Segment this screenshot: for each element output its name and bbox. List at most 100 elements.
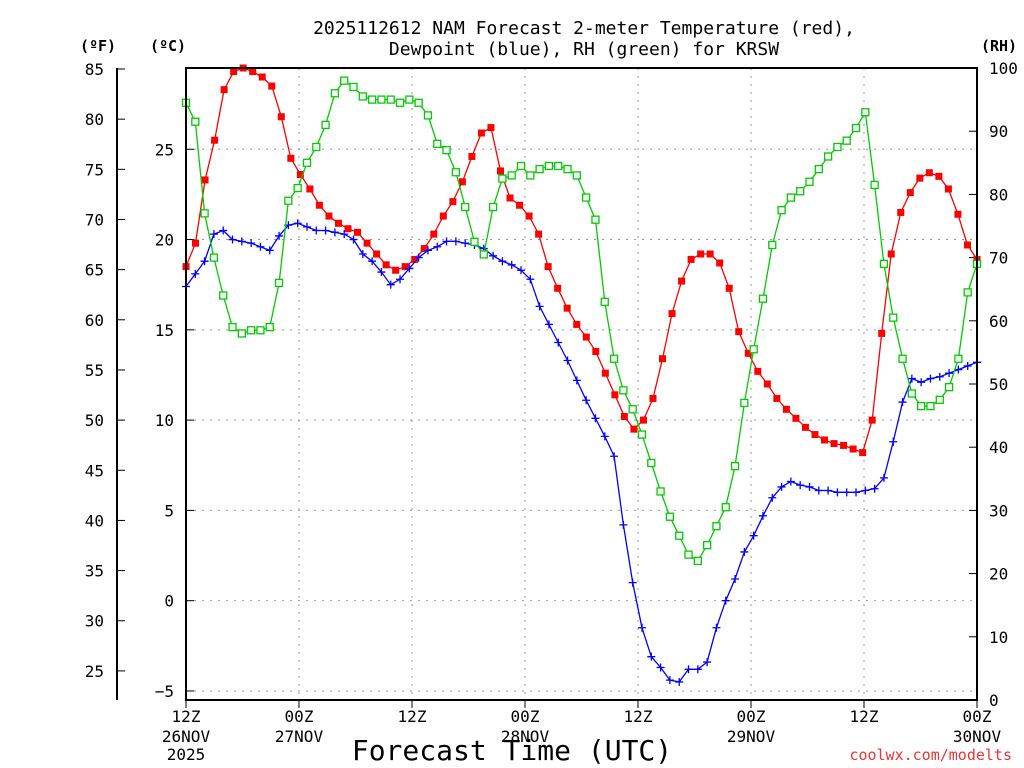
rh-point: [786, 193, 796, 202]
dewpoint-point: [665, 676, 674, 685]
rh-point: [917, 401, 926, 411]
rh-point: [274, 278, 284, 288]
rh-point: [461, 202, 470, 212]
temperature-point: [735, 328, 743, 336]
dewpoint-point: [451, 237, 460, 246]
dewpoint-point: [879, 473, 888, 482]
dewpoint-point: [610, 452, 619, 461]
temperature-point: [420, 245, 428, 253]
plot-frame: [185, 67, 978, 701]
temperature-point: [630, 425, 638, 433]
dewpoint-point: [833, 488, 842, 497]
rh-point: [591, 215, 600, 224]
temperature-point: [830, 440, 838, 448]
dewpoint-point: [852, 488, 861, 497]
temperature-point: [201, 176, 209, 184]
dewpoint-point: [898, 398, 907, 407]
celsius-axis: −5 0 5 10 15 20 25: [155, 140, 194, 701]
temperature-series: [182, 64, 981, 457]
rh-tick-label: 30: [989, 501, 1008, 520]
dewpoint-point: [628, 578, 637, 587]
temperature-point: [296, 171, 304, 179]
celsius-tick-label: 10: [155, 411, 174, 430]
rh-point: [470, 237, 479, 246]
rh-point: [851, 123, 861, 133]
rh-point: [954, 354, 963, 363]
rh-line: [185, 79, 978, 562]
temperature-point: [573, 320, 581, 328]
temperature-point: [963, 241, 971, 249]
rh-point: [284, 196, 293, 205]
dewpoint-point: [507, 260, 516, 269]
rh-point: [730, 462, 740, 471]
fahrenheit-tick-label: 40: [85, 511, 104, 530]
rh-tick-label: 0: [989, 691, 999, 710]
dewpoint-point: [805, 482, 814, 491]
temperature-point: [801, 423, 809, 431]
dewpoint-point: [433, 242, 442, 251]
chart-title-line2: Dewpoint (blue), RH (green) for KRSW: [389, 39, 779, 60]
rh-point: [479, 250, 488, 259]
rh-point: [600, 297, 609, 306]
date-tick-label: 29NOV: [727, 727, 776, 746]
dewpoint-point: [517, 266, 526, 275]
dewpoint-point: [870, 484, 879, 493]
rh-point: [237, 329, 246, 338]
rh-point: [647, 458, 656, 468]
dewpoint-point: [377, 268, 386, 277]
time-tick-label: 00Z: [285, 707, 314, 726]
rh-tick-label: 10: [989, 628, 1008, 647]
rh-point: [377, 95, 386, 104]
temperature-point: [840, 441, 848, 449]
dewpoint-point: [796, 481, 805, 490]
dewpoint-point: [563, 356, 572, 365]
dewpoint-point: [330, 228, 339, 237]
rh-point: [721, 503, 730, 512]
temperature-point: [439, 212, 447, 220]
fahrenheit-tick-label: 25: [85, 662, 104, 681]
x-axis-title: Forecast Time (UTC): [352, 734, 672, 767]
time-tick-label: 00Z: [737, 707, 766, 726]
date-tick-label: 30NOV: [953, 727, 1002, 746]
rh-point: [544, 161, 554, 171]
dewpoint-point: [302, 222, 311, 231]
temperature-point: [373, 250, 381, 258]
temperature-point: [544, 263, 552, 271]
rh-point: [572, 171, 581, 180]
rh-tick-label: 90: [989, 122, 1008, 141]
dewpoint-point: [861, 486, 870, 495]
time-tick-label: 00Z: [511, 707, 540, 726]
temperature-point: [496, 167, 504, 175]
dewpoint-point: [637, 623, 646, 632]
fahrenheit-unit-label: (ºF): [80, 37, 116, 55]
rh-point: [758, 294, 768, 303]
celsius-tick-label: −5: [155, 682, 174, 701]
temperature-point: [944, 185, 952, 193]
temperature-point: [639, 416, 647, 424]
rh-point: [395, 98, 405, 107]
time-tick-label: 12Z: [850, 707, 879, 726]
dewpoint-point: [461, 239, 470, 248]
temperature-point: [392, 266, 400, 274]
year-tick-label: 2025: [167, 745, 206, 764]
rh-point: [554, 161, 563, 171]
rh-point: [805, 177, 814, 186]
fahrenheit-tick-label: 85: [85, 60, 104, 79]
temperature-point: [725, 284, 733, 292]
fahrenheit-tick-label: 80: [85, 110, 104, 129]
temperature-point: [868, 416, 876, 424]
dewpoint-point: [191, 269, 200, 278]
temperature-point: [697, 250, 705, 258]
temperature-point: [382, 261, 390, 269]
rh-point: [330, 89, 340, 98]
dewpoint-point: [647, 652, 656, 661]
rh-point: [498, 174, 507, 183]
rh-point: [219, 291, 228, 300]
rh-point: [488, 202, 498, 212]
rh-tick-label: 20: [989, 565, 1008, 584]
dewpoint-point: [293, 219, 302, 228]
rh-point: [609, 354, 619, 363]
dewpoint-point: [600, 432, 609, 441]
temperature-point: [487, 124, 495, 132]
dewpoint-point: [963, 361, 972, 370]
